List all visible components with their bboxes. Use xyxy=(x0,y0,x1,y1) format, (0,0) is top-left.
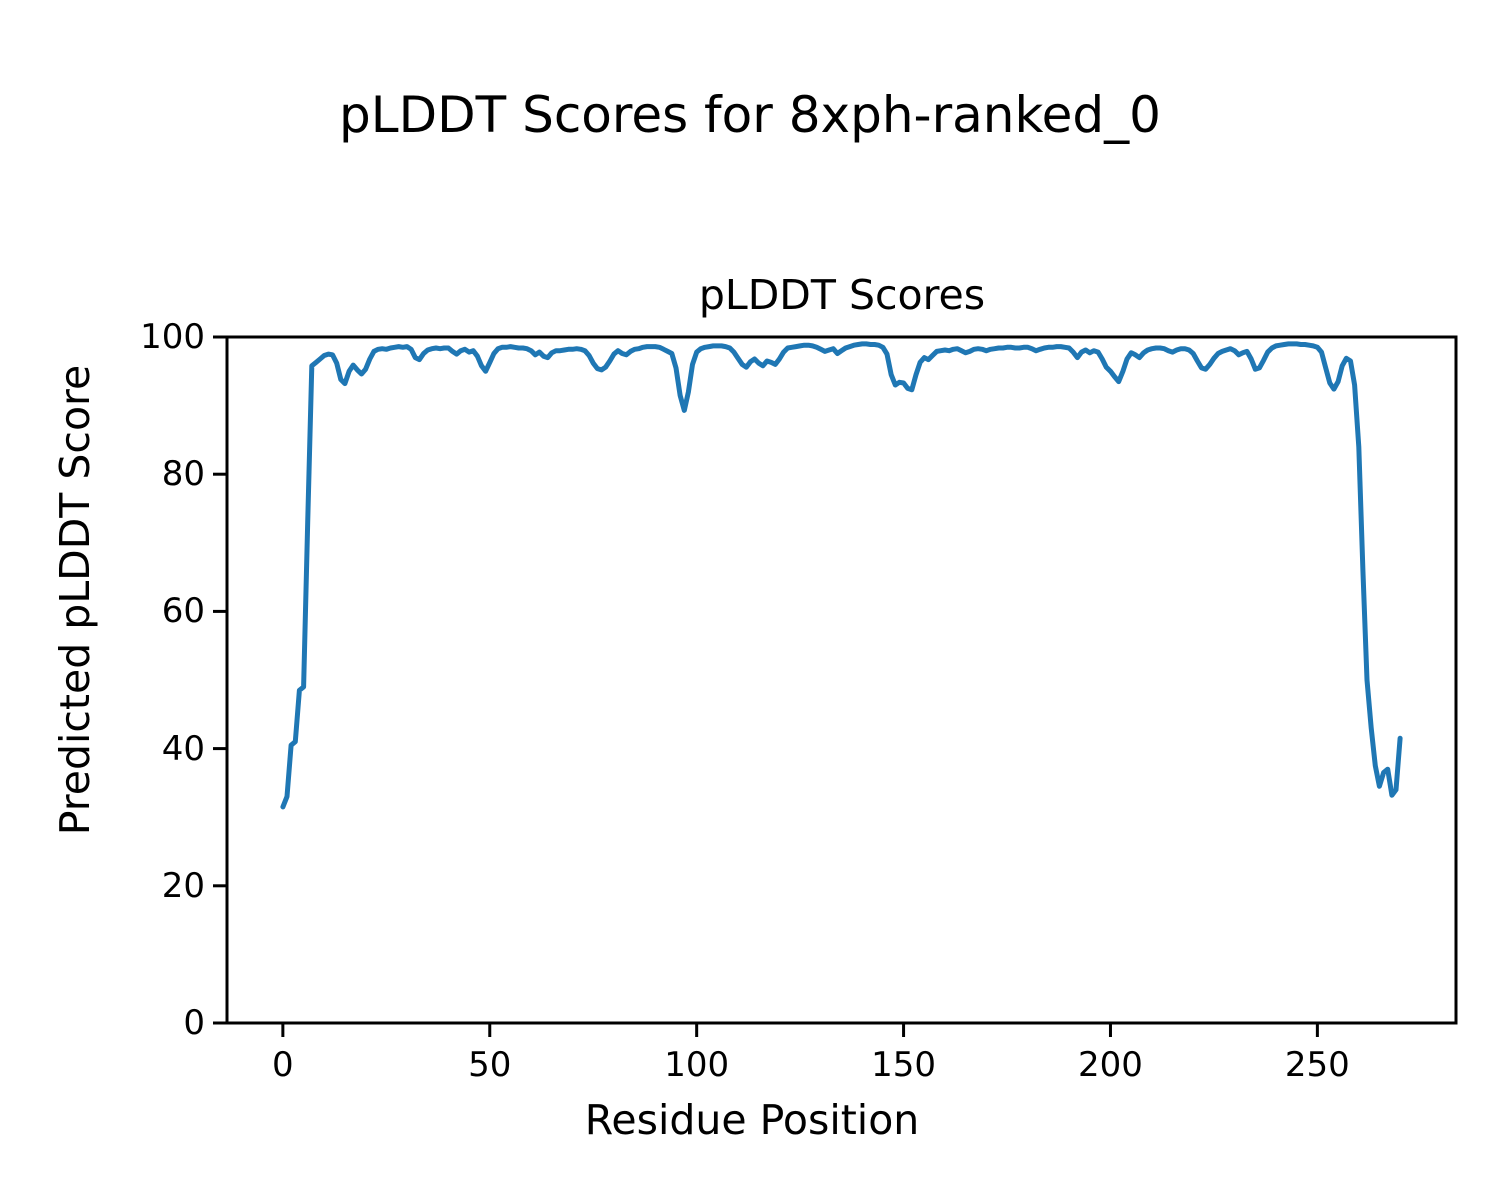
y-tick-label: 80 xyxy=(161,454,205,495)
plddt-line xyxy=(280,341,1403,810)
y-tick-label: 40 xyxy=(161,728,205,769)
x-tick-label: 100 xyxy=(664,1045,730,1085)
axes-frame xyxy=(225,335,1458,1025)
x-tick-label: 150 xyxy=(871,1045,937,1085)
x-tick-label: 50 xyxy=(468,1045,512,1085)
y-tick-label: 100 xyxy=(140,317,205,357)
x-tick-label: 200 xyxy=(1078,1045,1143,1085)
x-axis-label: Residue Position xyxy=(584,1096,920,1144)
x-tick-label: 0 xyxy=(272,1045,294,1085)
axes-title: pLDDT Scores xyxy=(698,271,986,319)
y-tick-label: 0 xyxy=(183,1003,205,1043)
x-tick-label: 250 xyxy=(1284,1045,1350,1085)
figure-title: pLDDT Scores for 8xph-ranked_0 xyxy=(339,86,1161,144)
y-tick-label: 60 xyxy=(161,591,205,632)
y-tick-label: 20 xyxy=(161,865,205,906)
